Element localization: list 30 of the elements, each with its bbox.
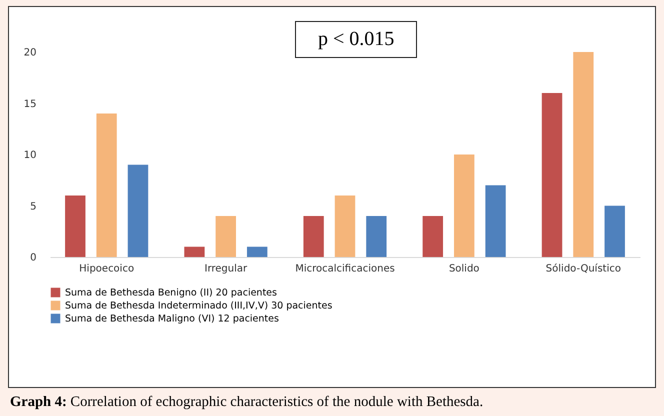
x-tick-label: Sólido-Quístico [546,264,621,274]
x-tick-label: Hipoecoico [79,264,134,274]
y-tick-label: 15 [24,98,36,110]
legend-label: Suma de Bethesda Benigno (II) 20 pacientes [65,288,278,298]
bar [303,216,324,257]
y-tick-label: 20 [24,48,36,58]
bar [454,154,474,257]
bar [128,164,148,257]
legend-label: Suma de Bethesda Maligno (VI) 12 pacientes [65,314,279,324]
bar [573,52,594,257]
legend-label: Suma de Bethesda Indeterminado (III,IV,V) 30 pacientes [65,300,332,312]
bar [216,216,236,257]
bar [366,216,387,257]
y-tick-label: 0 [30,252,36,264]
y-tick-label: 10 [24,150,36,161]
bar [184,246,205,257]
bar [422,216,444,257]
bar [334,196,356,257]
bar [96,114,117,257]
x-tick-label: Irregular [204,264,248,274]
y-tick-label: 5 [30,201,36,212]
bar [485,185,506,257]
bar [542,93,562,257]
text: p < 0.015 [295,21,418,58]
bar [604,206,625,257]
bar [246,246,268,257]
bar [65,196,86,257]
x-tick-label: Microcalcificaciones [295,264,395,274]
caption: Graph 4: Correlation of echographic characteristics of the nodule with Bethesda. [10,394,484,411]
x-tick-label: Solido [448,264,480,274]
